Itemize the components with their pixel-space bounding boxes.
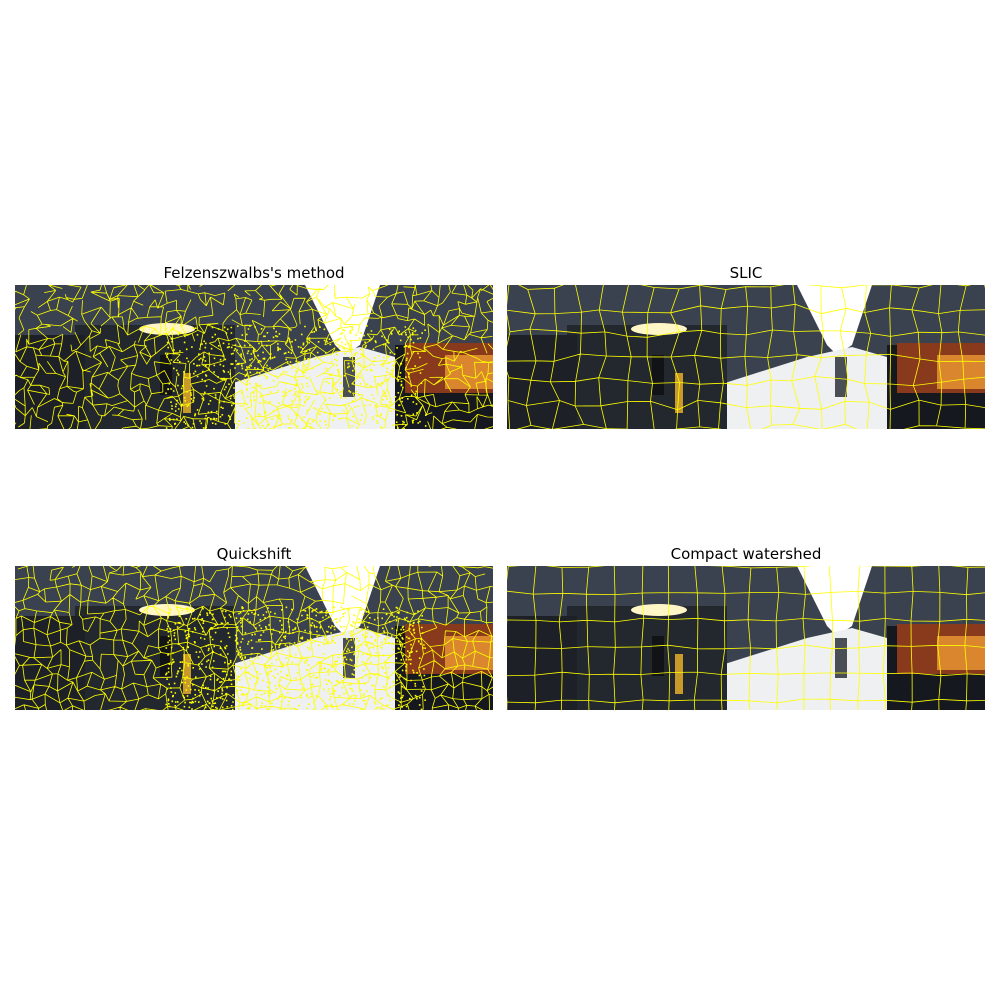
pedestrian	[160, 636, 172, 676]
kiosk	[507, 335, 577, 429]
boundary-mesh	[15, 285, 493, 429]
boundary-mesh	[15, 566, 493, 710]
quickshift-segmentation-image	[15, 566, 493, 710]
shelter-light	[139, 604, 195, 616]
segment-boundaries	[15, 285, 493, 429]
felzenszwalb-segmentation-image	[15, 285, 493, 429]
boundary-mesh	[507, 566, 985, 710]
van-side	[937, 355, 985, 389]
pole	[183, 373, 191, 413]
image-content	[15, 566, 493, 710]
slic-segmentation-image	[507, 285, 985, 429]
image-content	[507, 285, 985, 429]
segment-boundaries	[507, 285, 985, 429]
speckle-path	[165, 325, 427, 429]
segment-boundaries	[15, 566, 493, 710]
compact-watershed-segmentation-image	[507, 566, 985, 710]
bus-shelter	[567, 606, 727, 710]
pedestrian	[160, 355, 172, 395]
panel-title: SLIC	[729, 264, 763, 282]
boundary-mesh	[507, 285, 985, 429]
bus-shelter	[75, 325, 235, 429]
panel-title: Compact watershed	[670, 545, 822, 563]
van-side	[937, 636, 985, 670]
sky	[797, 566, 872, 636]
pedestrian	[343, 357, 355, 397]
image-content	[507, 566, 985, 710]
sky	[305, 285, 380, 355]
panel-title: Felzenszwalbs's method	[163, 264, 345, 282]
pedestrian	[652, 355, 664, 395]
image-content	[15, 285, 493, 429]
pedestrian	[652, 636, 664, 676]
shelter-light	[631, 604, 687, 616]
kiosk	[507, 616, 577, 710]
pedestrian	[835, 357, 847, 397]
fine-segment-speckle	[165, 325, 427, 429]
shelter-light	[631, 323, 687, 335]
pole	[675, 654, 683, 694]
pole	[183, 654, 191, 694]
sky	[797, 285, 872, 355]
panel-title: Quickshift	[216, 545, 292, 563]
pedestrian	[835, 638, 847, 678]
bus-shelter	[75, 606, 235, 710]
segment-boundaries	[507, 566, 985, 710]
